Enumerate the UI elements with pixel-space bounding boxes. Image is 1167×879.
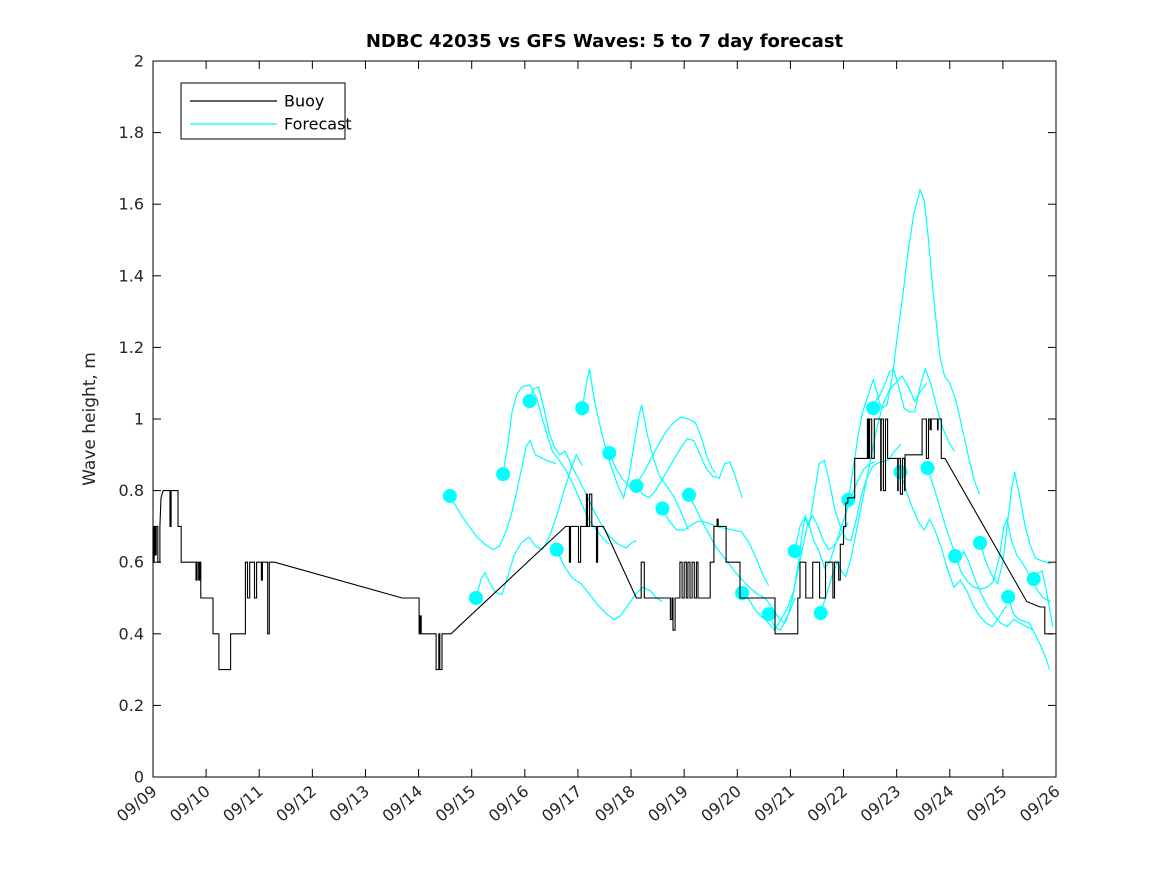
forecast-start-marker (629, 478, 644, 493)
x-tick-label: 09/18 (591, 782, 639, 826)
y-tick-label: 1.2 (119, 338, 144, 357)
y-tick-label: 1.6 (119, 195, 144, 214)
forecast-start-marker (442, 488, 457, 503)
forecast-line-segment (741, 514, 849, 632)
y-tick-label: 0.6 (119, 553, 144, 572)
forecast-line-segment (979, 471, 1051, 586)
forecast-start-marker (468, 591, 483, 605)
x-tick-label: 09/10 (166, 782, 214, 826)
forecast-start-marker (813, 606, 828, 621)
forecast-start-marker (866, 401, 881, 416)
y-tick-label: 0.2 (119, 696, 144, 715)
x-tick-label: 09/16 (485, 782, 533, 826)
x-tick-label: 09/11 (219, 782, 267, 826)
y-tick-label: 1.4 (119, 266, 144, 285)
x-axis: 09/09 09/10 09/11 09/12 09/13 09/14 09/15 09/16… (113, 61, 1064, 826)
axes-box (152, 60, 1057, 778)
forecast-start-markers (442, 394, 1041, 622)
forecast-start-marker (549, 542, 564, 557)
y-tick-label: 1 (134, 410, 144, 429)
forecast-start-marker (787, 544, 802, 559)
y-tick-label: 0 (134, 768, 144, 787)
x-tick-label: 09/23 (857, 782, 905, 826)
forecast-line-segment (1007, 596, 1051, 670)
forecast-line-segment (872, 187, 981, 495)
x-tick-label: 09/20 (697, 782, 745, 826)
forecast-start-marker (496, 467, 511, 482)
forecast-line-segment (847, 367, 956, 500)
legend-label: Forecast (284, 115, 352, 134)
y-axis-label: Wave height, m (80, 352, 100, 486)
forecast-start-marker (761, 607, 776, 622)
y-axis: 0 0.2 0.4 0.6 0.8 1 1.2 1.4 1.6 1.8 2 (119, 52, 1056, 787)
forecast-line-segment (529, 385, 637, 549)
forecast-line-segment (608, 416, 716, 488)
forecast-line-segment (475, 453, 583, 599)
y-tick-label: 0.8 (119, 481, 144, 500)
legend-box (180, 82, 346, 140)
x-tick-label: 09/15 (432, 782, 480, 826)
forecast-start-marker (1001, 589, 1016, 604)
forecast-start-marker (920, 461, 935, 476)
forecast-line-segment (556, 549, 663, 621)
forecast-start-marker (602, 446, 617, 461)
forecast-start-marker (655, 501, 670, 516)
forecast-start-marker (522, 394, 537, 409)
forecast-line-segment (449, 439, 557, 551)
forecast-line-segment (688, 494, 796, 625)
forecast-start-marker (575, 401, 590, 416)
x-tick-label: 09/12 (272, 782, 320, 826)
forecast-line-segment (635, 438, 743, 499)
x-tick-label: 09/17 (538, 782, 586, 826)
x-tick-label: 09/21 (750, 782, 798, 826)
forecast-start-marker (735, 585, 750, 600)
forecast-line-segment (899, 471, 1008, 628)
x-tick-label: 09/14 (379, 782, 427, 826)
x-tick-label: 09/09 (113, 782, 161, 826)
plot-border (152, 60, 1057, 778)
buoy-line (152, 418, 1053, 671)
forecast-start-marker (681, 487, 696, 502)
x-tick-label: 09/24 (910, 782, 958, 826)
forecast-line-segment (581, 368, 689, 531)
forecast-line-segment (502, 384, 610, 545)
forecast-line-segment (926, 467, 1034, 631)
forecast-start-marker (1026, 572, 1041, 587)
chart-title: NDBC 42035 vs GFS Waves: 5 to 7 day fore… (366, 31, 844, 52)
x-tick-label: 09/25 (963, 782, 1011, 826)
x-tick-label: 09/19 (644, 782, 692, 826)
y-tick-label: 2 (134, 52, 144, 71)
forecast-line-segment (768, 461, 876, 632)
legend: Buoy Forecast (180, 82, 352, 140)
forecast-start-marker (973, 535, 988, 550)
legend-label: Buoy (284, 92, 324, 111)
y-tick-label: 0.4 (119, 624, 144, 643)
forecast-start-marker (948, 549, 963, 564)
x-tick-label: 09/26 (1016, 782, 1064, 826)
x-tick-label: 09/13 (326, 782, 374, 826)
y-tick-label: 1.8 (119, 123, 144, 142)
x-tick-label: 09/22 (804, 782, 852, 826)
